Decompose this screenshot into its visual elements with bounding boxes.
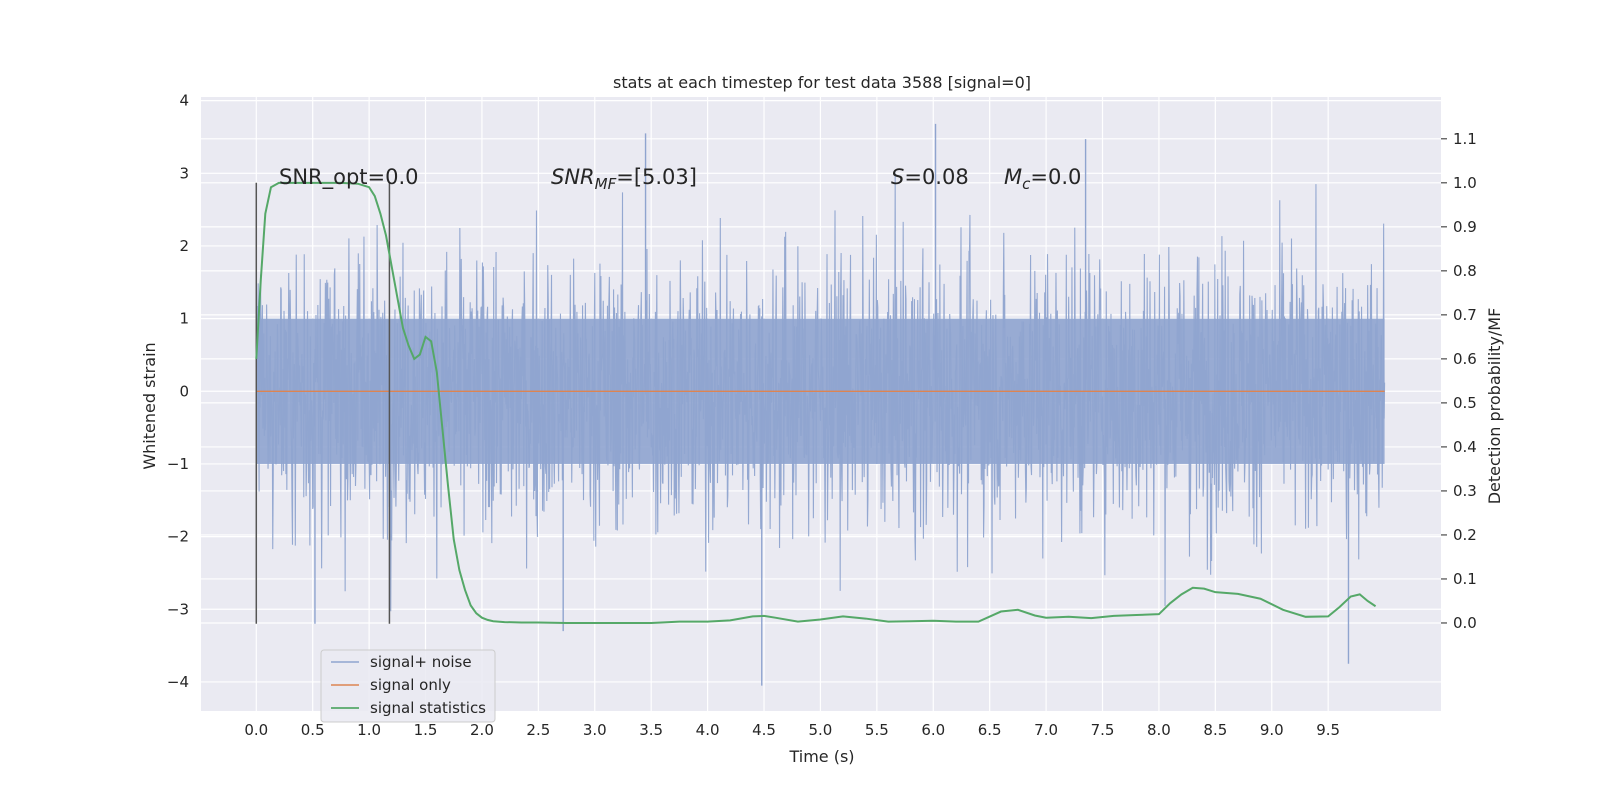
annotation-mc-value: =0.0 (1030, 165, 1081, 189)
y2-tick-label: 0.7 (1453, 306, 1477, 324)
x-tick-label: 8.0 (1147, 721, 1171, 739)
annotation-mc-symbol: M (1004, 165, 1022, 189)
y-tick-labels: −4 −3 −2 −1 0 1 2 3 4 (167, 92, 189, 691)
y2-tick-label: 0.1 (1453, 570, 1477, 588)
legend-box (320, 649, 496, 723)
x-tick-label: 6.0 (921, 721, 945, 739)
legend-label-signal-statistics: signal statistics (370, 699, 486, 717)
x-tick-label: 6.5 (978, 721, 1002, 739)
x-tick-label: 5.5 (865, 721, 889, 739)
y2-tick-label: 0.8 (1453, 262, 1477, 280)
legend-label-signal-noise: signal+ noise (370, 653, 472, 671)
x-tick-label: 2.0 (470, 721, 494, 739)
annotation-mc: Mc=0.0 (1004, 165, 1081, 193)
x-tick-label: 4.5 (752, 721, 776, 739)
y2-axis-label: Detection probability/MF (1485, 308, 1504, 505)
annotation-snr-mf-subscript: MF (595, 175, 617, 193)
annotation-snr-mf: SNRMF=[5.03] (551, 165, 697, 193)
y2-tick-label: 0.6 (1453, 350, 1477, 368)
y2-tick-label: 1.0 (1453, 174, 1477, 192)
annotation-s-symbol: S (891, 165, 904, 189)
x-tick-label: 7.0 (1034, 721, 1058, 739)
y2-tick-label: 1.1 (1453, 130, 1477, 148)
x-tick-label: 9.5 (1316, 721, 1340, 739)
x-tick-label: 1.5 (414, 721, 438, 739)
annotation-snr-mf-symbol: SNR (551, 165, 595, 189)
y2-tick-label: 0.9 (1453, 218, 1477, 236)
x-tick-label: 8.5 (1203, 721, 1227, 739)
series-signal-statistics (255, 181, 1377, 624)
legend: signal+ noise signal only signal statist… (320, 649, 496, 723)
y2-tick-label: 0.5 (1453, 394, 1477, 412)
annotation-s-value: =0.08 (904, 165, 968, 189)
y2-tick-label: 0.2 (1453, 526, 1477, 544)
signal-statistics-line (255, 181, 1377, 624)
x-tick-label: 4.0 (696, 721, 720, 739)
x-tick-label: 0.5 (301, 721, 325, 739)
y-tick-label: −3 (167, 600, 189, 618)
y-tick-label: 1 (179, 310, 189, 328)
x-tick-label: 2.5 (526, 721, 550, 739)
y-tick-label: 2 (179, 237, 189, 255)
y-tick-label: 4 (179, 92, 189, 110)
x-tick-label: 1.0 (357, 721, 381, 739)
y-tick-label: −1 (167, 455, 189, 473)
x-tick-label: 5.0 (809, 721, 833, 739)
legend-label-signal-only: signal only (370, 676, 451, 694)
annotation-snr-opt: SNR_opt=0.0 (279, 165, 419, 190)
x-tick-label: 7.5 (1091, 721, 1115, 739)
chart-title: stats at each timestep for test data 358… (613, 73, 1031, 92)
y2-tick-label: 0.0 (1453, 614, 1477, 632)
y2-tick-label: 0.3 (1453, 482, 1477, 500)
x-tick-label: 0.0 (244, 721, 268, 739)
y2-tick-labels: 0.0 0.1 0.2 0.3 0.4 0.5 0.6 0.7 0.8 0.9 1.0 1.1 (1441, 130, 1477, 632)
annotation-s: S=0.08 (891, 165, 969, 189)
x-tick-label: 3.0 (583, 721, 607, 739)
y2-tick-label: 0.4 (1453, 438, 1477, 456)
y-tick-label: −2 (167, 528, 189, 546)
y-tick-label: 0 (179, 382, 189, 400)
x-tick-label: 9.0 (1260, 721, 1284, 739)
y-axis-label: Whitened strain (140, 342, 159, 469)
y-tick-label: −4 (167, 673, 189, 691)
x-axis-label: Time (s) (788, 747, 854, 766)
annotation-snr-mf-value: =[5.03] (616, 165, 697, 189)
annotation-mc-subscript: c (1022, 175, 1031, 193)
x-tick-label: 3.5 (639, 721, 663, 739)
y-tick-label: 3 (179, 164, 189, 182)
x-tick-labels: 0.0 0.5 1.0 1.5 2.0 2.5 3.0 3.5 4.0 4.5 5.0 5.5 6.0 6… (244, 721, 1340, 739)
